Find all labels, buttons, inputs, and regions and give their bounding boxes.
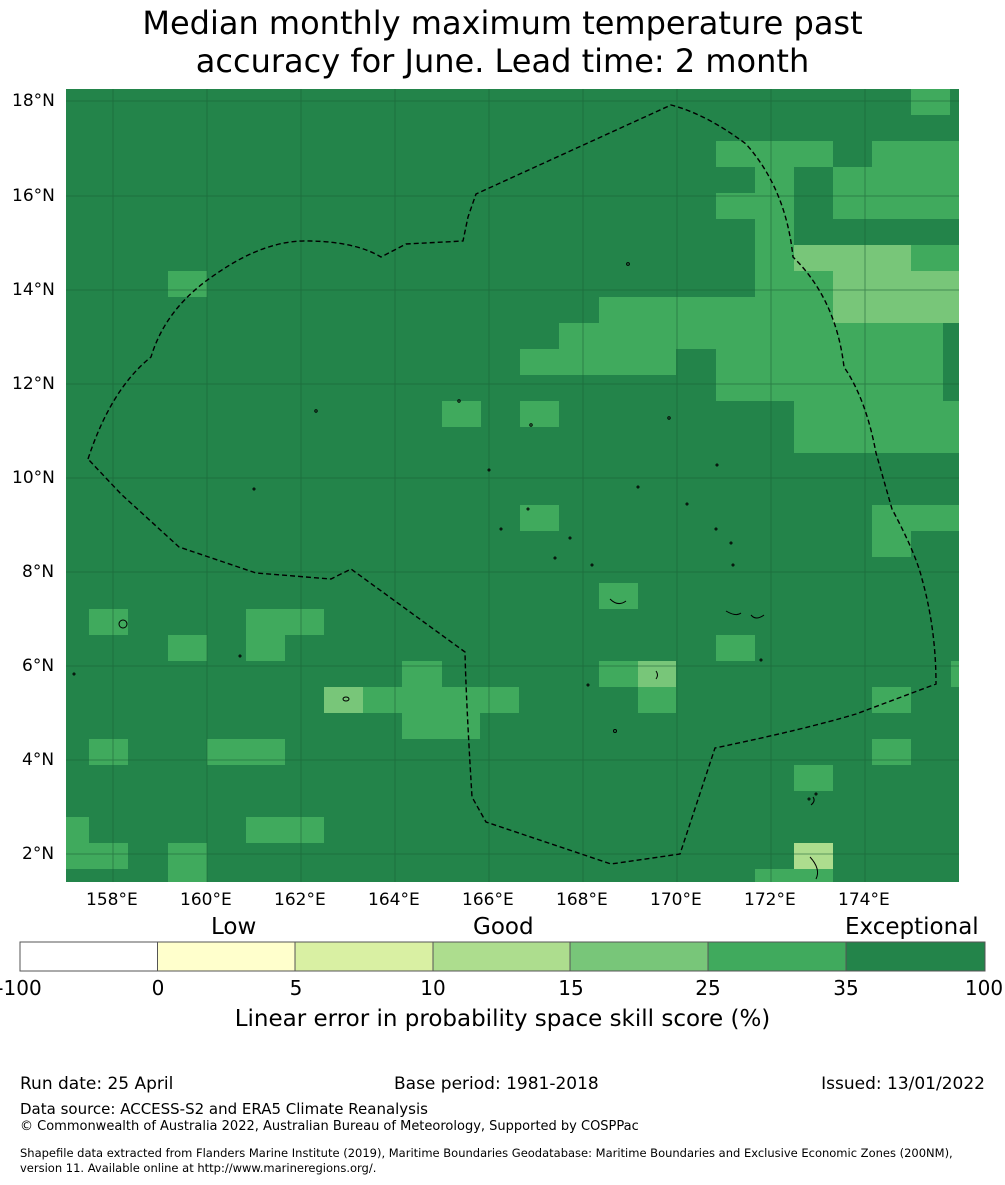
colorbar-tick-35: 35 (833, 976, 859, 1000)
colorbar-tick-0: 0 (151, 976, 165, 1000)
colorbar-category-good: Good (473, 914, 534, 940)
colorbar-category-low: Low (211, 914, 257, 940)
shapefile-credit-line-1: Shapefile data extracted from Flanders M… (20, 1146, 953, 1160)
colorbar-segment-35-100 (845, 941, 986, 972)
eez-boundary (87, 104, 937, 865)
lat-label-6n: 6°N (22, 656, 55, 676)
lon-label-162e: 162°E (274, 890, 326, 910)
lat-label-18n: 18°N (12, 91, 55, 111)
colorbar-segment-10-15 (432, 941, 571, 972)
map-svg (66, 89, 959, 882)
colorbar-segment-neg (19, 941, 158, 972)
shapefile-credit-line-2: version 11. Available online at http://w… (20, 1161, 377, 1175)
colorbar-segment-15-25 (569, 941, 709, 972)
base-period: Base period: 1981-2018 (394, 1074, 599, 1094)
colorbar-tick-neg100: -100 (0, 976, 42, 1000)
title-line-1: Median monthly maximum temperature past (142, 4, 863, 42)
skill-map (66, 89, 959, 882)
title-line-2: accuracy for June. Lead time: 2 month (195, 42, 810, 80)
colorbar (19, 941, 986, 972)
lon-label-166e: 166°E (462, 890, 514, 910)
lon-label-164e: 164°E (368, 890, 420, 910)
colorbar-tick-15: 15 (558, 976, 584, 1000)
colorbar-category-exceptional: Exceptional (845, 914, 979, 940)
run-date: Run date: 25 April (20, 1074, 174, 1094)
lat-label-10n: 10°N (12, 468, 55, 488)
lon-label-174e: 174°E (838, 890, 890, 910)
colorbar-tick-100: 100 (964, 976, 1004, 1000)
lat-label-8n: 8°N (22, 562, 55, 582)
chart-title: Median monthly maximum temperature past … (0, 4, 1005, 80)
lon-label-168e: 168°E (556, 890, 608, 910)
lat-label-12n: 12°N (12, 374, 55, 394)
lat-label-2n: 2°N (22, 844, 55, 864)
colorbar-tick-10: 10 (420, 976, 446, 1000)
colorbar-segment-0-5 (157, 941, 296, 972)
lat-label-16n: 16°N (12, 186, 55, 206)
lon-label-172e: 172°E (744, 890, 796, 910)
colorbar-segment-25-35 (707, 941, 847, 972)
graticule (66, 89, 959, 882)
islands (72, 262, 818, 880)
colorbar-tick-5: 5 (289, 976, 303, 1000)
lat-label-14n: 14°N (12, 280, 55, 300)
lon-label-170e: 170°E (650, 890, 702, 910)
colorbar-tick-25: 25 (695, 976, 721, 1000)
lat-label-4n: 4°N (22, 750, 55, 770)
colorbar-segment-5-10 (294, 941, 434, 972)
colorbar-label: Linear error in probability space skill … (234, 1006, 771, 1032)
lon-label-158e: 158°E (86, 890, 138, 910)
lon-label-160e: 160°E (180, 890, 232, 910)
copyright: © Commonwealth of Australia 2022, Austra… (20, 1119, 639, 1134)
issued-date: Issued: 13/01/2022 (821, 1074, 985, 1094)
data-source: Data source: ACCESS-S2 and ERA5 Climate … (20, 1100, 428, 1118)
